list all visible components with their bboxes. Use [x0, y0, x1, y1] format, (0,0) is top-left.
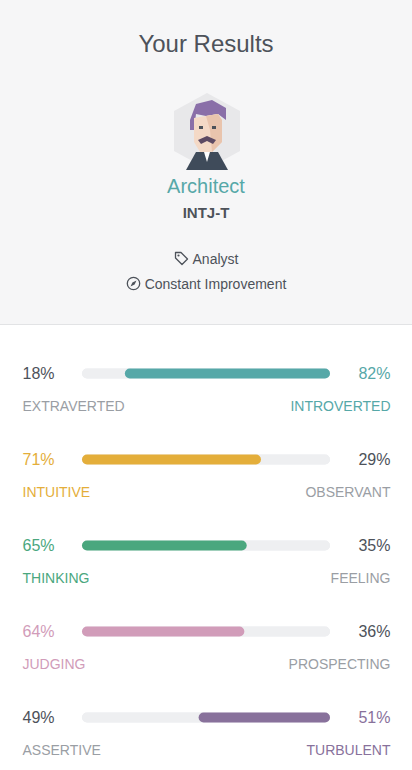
svg-text:35%: 35% [358, 537, 390, 554]
svg-text:PROSPECTING: PROSPECTING [289, 656, 391, 672]
svg-text:18%: 18% [23, 365, 55, 382]
svg-text:49%: 49% [23, 709, 55, 726]
svg-text:OBSERVANT: OBSERVANT [305, 484, 391, 500]
html-text:INTJ-T: INTJ-T [182, 204, 230, 221]
html-text:Analyst: Analyst [192, 251, 239, 267]
svg-text:29%: 29% [358, 451, 390, 468]
svg-text:THINKING: THINKING [23, 570, 90, 586]
html-text:Your Results: Your Results [138, 30, 274, 57]
svg-text:64%: 64% [23, 623, 55, 640]
svg-text:FEELING: FEELING [331, 570, 391, 586]
html-text:Architect: Architect [167, 175, 245, 197]
html-text:Constant Improvement: Constant Improvement [144, 276, 287, 292]
svg-text:TURBULENT: TURBULENT [306, 742, 390, 758]
svg-text:EXTRAVERTED: EXTRAVERTED [23, 398, 125, 414]
svg-text:82%: 82% [358, 365, 390, 382]
svg-text:65%: 65% [23, 537, 55, 554]
svg-text:INTROVERTED: INTROVERTED [290, 398, 390, 414]
svg-text:JUDGING: JUDGING [23, 656, 86, 672]
svg-text:36%: 36% [358, 623, 390, 640]
svg-text:71%: 71% [23, 451, 55, 468]
svg-text:INTUITIVE: INTUITIVE [23, 484, 91, 500]
svg-text:51%: 51% [358, 709, 390, 726]
svg-text:ASSERTIVE: ASSERTIVE [23, 742, 101, 758]
